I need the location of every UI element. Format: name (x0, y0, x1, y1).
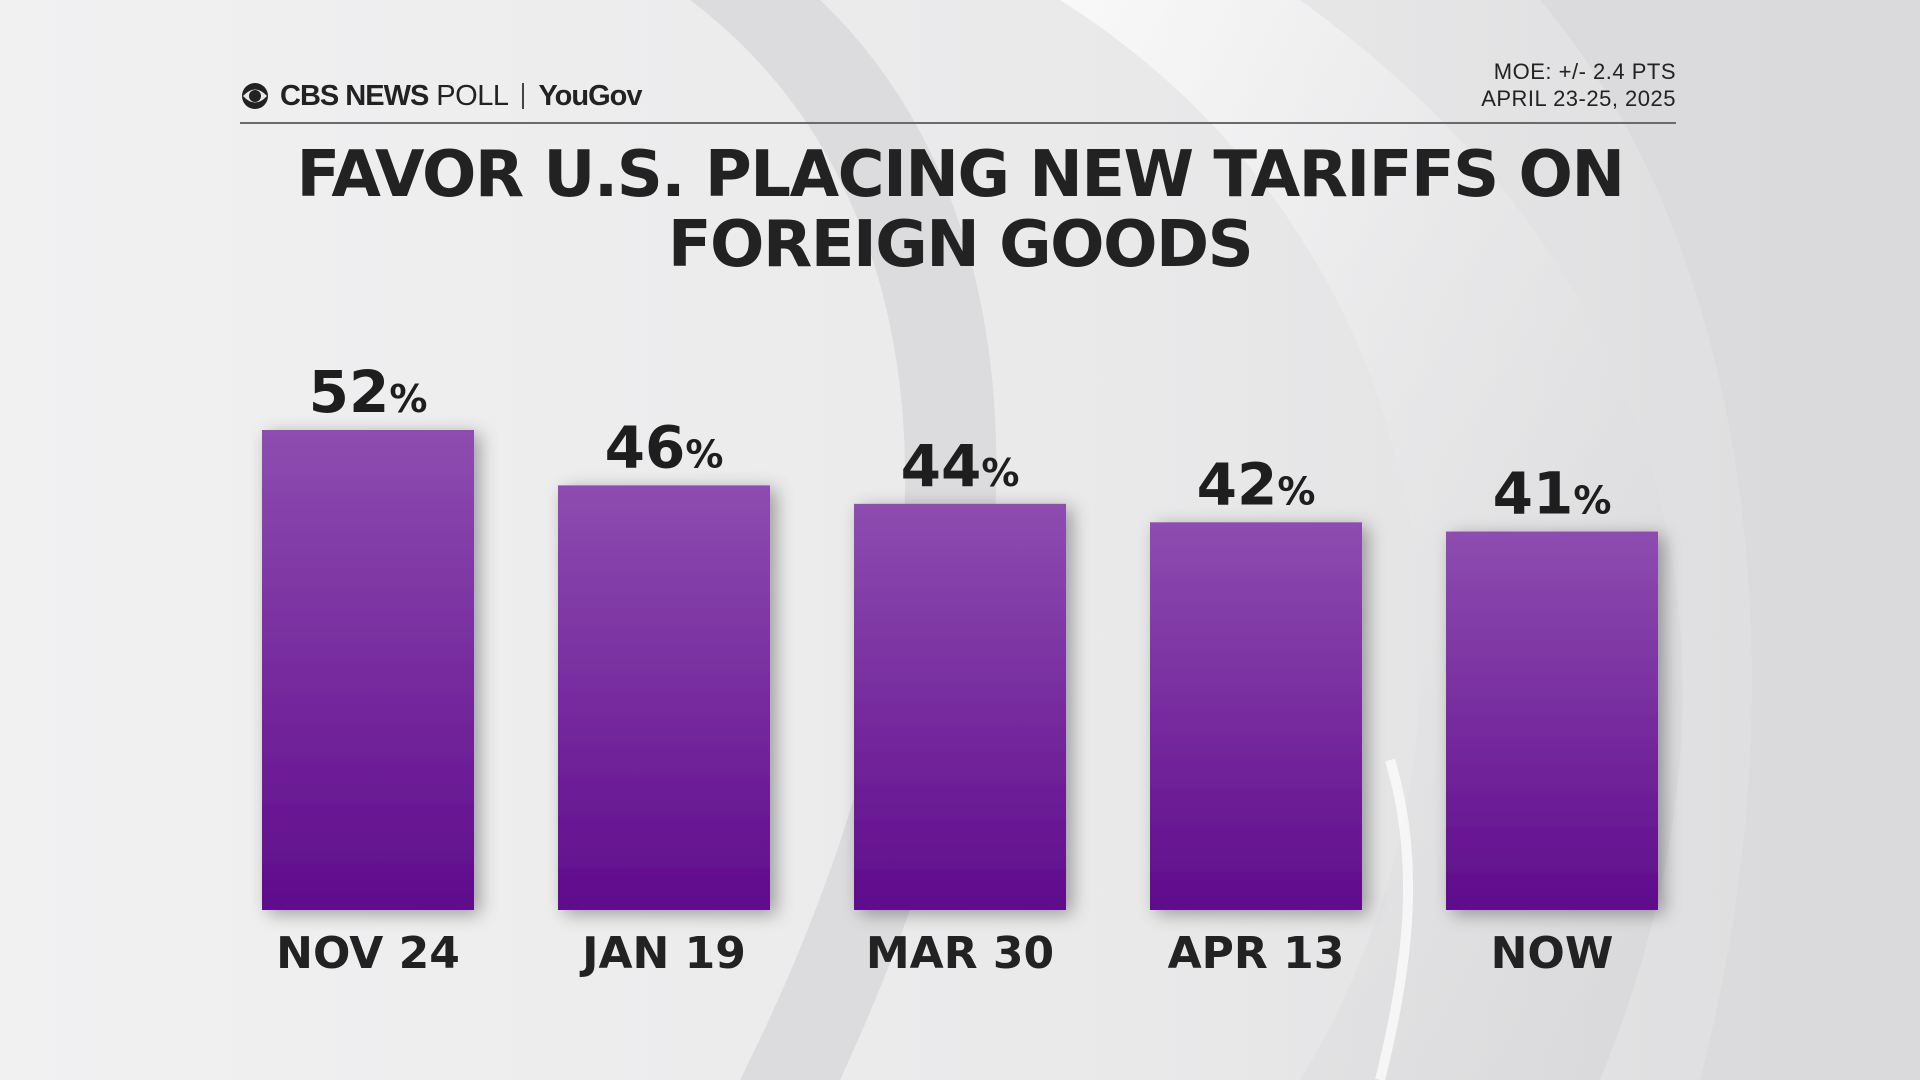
cbs-eye-icon (242, 83, 268, 109)
poll-meta: MOE: +/- 2.4 PTS APRIL 23-25, 2025 (1481, 58, 1676, 112)
brand-cbs-news: CBS NEWS (280, 79, 429, 112)
brand-poll: POLL (436, 79, 509, 112)
margin-of-error: MOE: +/- 2.4 PTS (1493, 59, 1676, 84)
bar-jan-19 (558, 485, 770, 910)
data-label-suffix: % (1573, 479, 1611, 523)
chart-title-line-2: FOREIGN GOODS (667, 208, 1254, 282)
bar-mar-30 (854, 503, 1066, 910)
brand-yougov: YouGov (538, 79, 642, 112)
data-label-value: 52 (309, 358, 390, 426)
data-label-suffix: % (389, 377, 427, 421)
data-label-value: 41 (1493, 460, 1574, 528)
data-label-value: 46 (605, 413, 686, 481)
data-label-suffix: % (981, 451, 1019, 495)
bar-apr-13 (1150, 522, 1362, 910)
data-label-suffix: % (685, 432, 723, 476)
bar-now (1446, 531, 1658, 910)
logo-divider (522, 83, 525, 109)
data-label: 46% (605, 413, 724, 481)
bar-nov-24 (262, 430, 474, 910)
category-label: APR 13 (1168, 928, 1345, 979)
data-label-value: 44 (901, 432, 982, 500)
data-label: 44% (901, 432, 1020, 500)
data-label-suffix: % (1277, 469, 1315, 513)
data-label: 42% (1197, 450, 1316, 518)
cbs-news-poll-logo: CBS NEWS POLL YouGov (240, 76, 643, 116)
data-label: 52% (309, 358, 428, 426)
category-label: NOV 24 (276, 928, 460, 979)
category-label: JAN 19 (579, 928, 746, 979)
category-label: MAR 30 (866, 928, 1054, 979)
data-label: 41% (1493, 460, 1612, 528)
header-divider (240, 122, 1676, 124)
chart-title-line-1: FAVOR U.S. PLACING NEW TARIFFS ON (296, 138, 1625, 212)
chart-title: FAVOR U.S. PLACING NEW TARIFFS ON FOREIG… (0, 140, 1920, 280)
poll-dates: APRIL 23-25, 2025 (1481, 86, 1676, 111)
data-label-value: 42 (1197, 450, 1278, 518)
category-label: NOW (1491, 928, 1614, 979)
